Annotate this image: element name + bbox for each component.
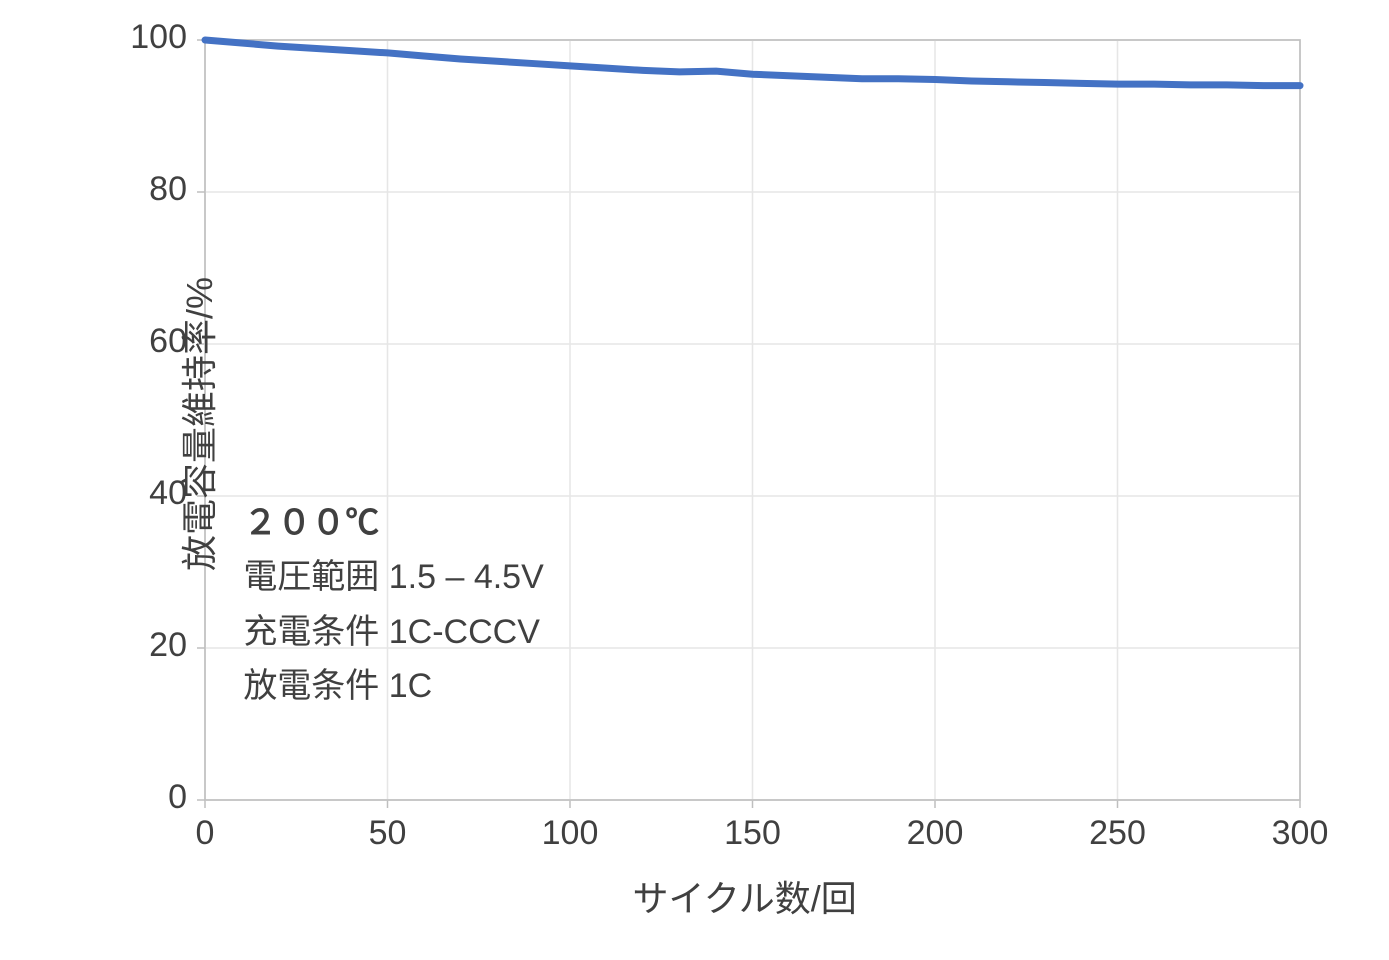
annotation-line-2: 電圧範囲 1.5 – 4.5V bbox=[243, 550, 543, 604]
annotation-line-4: 放電条件 1C bbox=[243, 659, 543, 713]
chart-annotation: ２００℃ 電圧範囲 1.5 – 4.5V 充電条件 1C-CCCV 放電条件 1… bbox=[243, 496, 543, 714]
y-tick-label: 80 bbox=[149, 170, 187, 209]
x-tick-label: 50 bbox=[348, 814, 428, 853]
y-tick-label: 40 bbox=[149, 474, 187, 513]
x-tick-label: 250 bbox=[1078, 814, 1158, 853]
x-axis-label: サイクル数/回 bbox=[633, 870, 857, 922]
y-tick-label: 0 bbox=[168, 778, 187, 817]
chart-container: 放電容量維持率/% サイクル数/回 ２００℃ 電圧範囲 1.5 – 4.5V 充… bbox=[0, 0, 1389, 960]
y-tick-label: 20 bbox=[149, 626, 187, 665]
x-tick-label: 300 bbox=[1260, 814, 1340, 853]
y-tick-label: 100 bbox=[130, 18, 187, 57]
x-tick-label: 0 bbox=[165, 814, 245, 853]
x-tick-label: 100 bbox=[530, 814, 610, 853]
x-tick-label: 150 bbox=[713, 814, 793, 853]
annotation-line-1: ２００℃ bbox=[243, 496, 543, 550]
x-tick-label: 200 bbox=[895, 814, 975, 853]
y-tick-label: 60 bbox=[149, 322, 187, 361]
annotation-line-3: 充電条件 1C-CCCV bbox=[243, 605, 543, 659]
